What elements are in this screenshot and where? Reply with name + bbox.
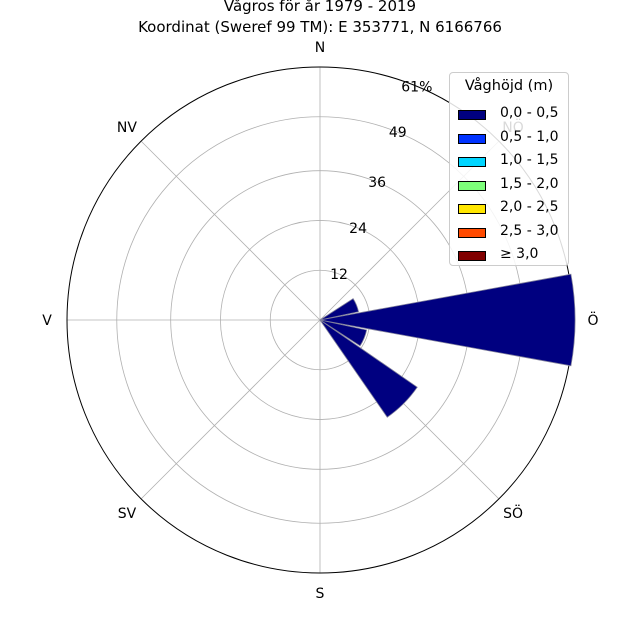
radial-tick-label: 36 [368,175,386,191]
radial-tick-label: 61% [401,79,432,95]
chart-subtitle: Koordinat (Sweref 99 TM): E 353771, N 61… [138,18,502,36]
legend-swatch [458,133,486,144]
legend-swatch [458,251,486,261]
legend-item: 0,5 - 1,0 [450,128,568,152]
compass-label-N: N [315,40,325,56]
chart-title: Vågros för år 1979 - 2019 [223,0,417,15]
bar-ÖSÖ [319,319,368,347]
legend-label: 0,5 - 1,0 [500,128,559,145]
radial-tick-label: 12 [330,267,348,283]
compass-label-SÖ: SÖ [503,504,523,522]
legend-item: 0,0 - 0,5 [450,104,568,128]
legend-item: 1,0 - 1,5 [450,151,568,175]
legend: Våghöjd (m) 0,0 - 0,5 0,5 - 1,0 1,0 - 1,5 1… [449,72,569,266]
legend-label: 2,0 - 2,5 [500,199,559,215]
compass-label-NV: NV [117,120,137,136]
legend-swatch [458,204,486,214]
legend-item: ≥ 3,0 [450,245,568,269]
compass-label-S: S [316,586,325,602]
legend-swatch [458,157,486,167]
radial-tick-label: 24 [349,221,367,237]
bar-Ö [319,273,576,367]
legend-label: 1,5 - 2,0 [500,175,559,192]
bar-SÖ [319,319,418,418]
radial-tick-label: 49 [389,125,407,141]
legend-label: 2,5 - 3,0 [500,222,559,239]
legend-label: 1,0 - 1,5 [500,152,559,168]
legend-label: 0,0 - 0,5 [500,105,559,121]
compass-label-SV: SV [118,506,137,522]
grid-spoke [140,319,321,500]
compass-label-Ö: Ö [587,311,598,329]
legend-item: 2,5 - 3,0 [450,222,568,246]
legend-item: 1,5 - 2,0 [450,175,568,199]
bar-ÖNÖ [319,298,359,321]
legend-swatch [458,227,486,238]
legend-swatch [458,110,486,120]
legend-title: Våghöjd (m) [464,78,554,94]
legend-label: ≥ 3,0 [500,246,539,262]
compass-label-V: V [42,313,52,329]
grid-spoke [140,140,321,321]
legend-swatch [458,180,486,191]
legend-item: 2,0 - 2,5 [450,198,568,222]
wave-rose-bars [319,273,576,418]
